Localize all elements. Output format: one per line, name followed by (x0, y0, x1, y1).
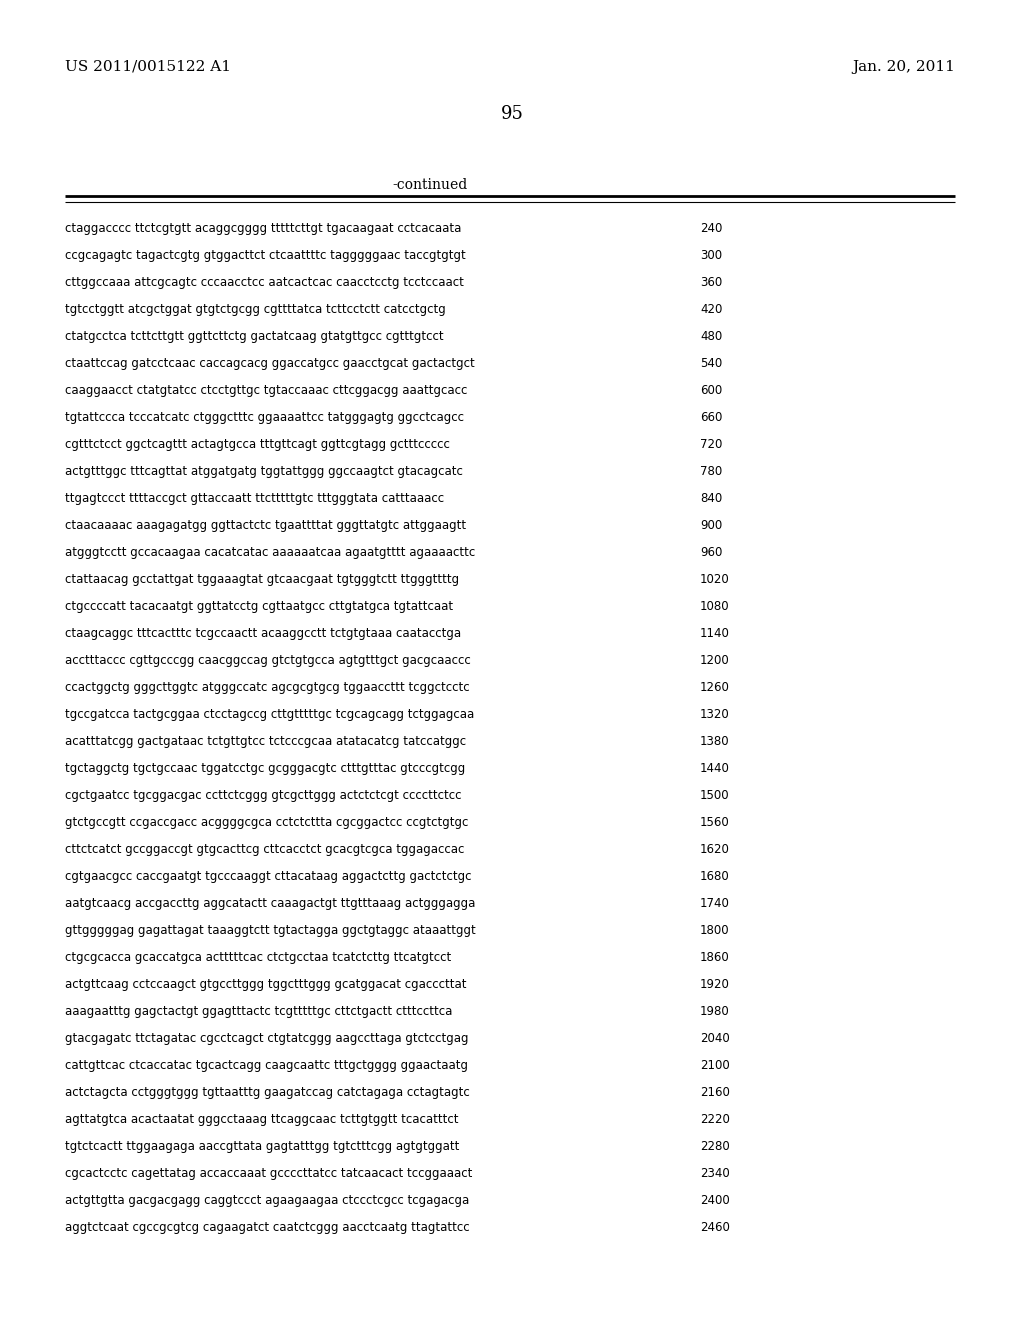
Text: 1920: 1920 (700, 978, 730, 991)
Text: 1680: 1680 (700, 870, 730, 883)
Text: aggtctcaat cgccgcgtcg cagaagatct caatctcggg aacctcaatg ttagtattcc: aggtctcaat cgccgcgtcg cagaagatct caatctc… (65, 1221, 470, 1234)
Text: agttatgtca acactaatat gggcctaaag ttcaggcaac tcttgtggtt tcacatttct: agttatgtca acactaatat gggcctaaag ttcaggc… (65, 1113, 459, 1126)
Text: 1740: 1740 (700, 898, 730, 909)
Text: 1200: 1200 (700, 653, 730, 667)
Text: aaagaatttg gagctactgt ggagtttactc tcgtttttgc cttctgactt ctttccttca: aaagaatttg gagctactgt ggagtttactc tcgttt… (65, 1005, 453, 1018)
Text: actgttcaag cctccaagct gtgccttggg tggctttggg gcatggacat cgacccttat: actgttcaag cctccaagct gtgccttggg tggcttt… (65, 978, 467, 991)
Text: ctaacaaaac aaagagatgg ggttactctc tgaattttat gggttatgtc attggaagtt: ctaacaaaac aaagagatgg ggttactctc tgaattt… (65, 519, 466, 532)
Text: 1380: 1380 (700, 735, 730, 748)
Text: 1020: 1020 (700, 573, 730, 586)
Text: tgtcctggtt atcgctggat gtgtctgcgg cgttttatca tcttcctctt catcctgctg: tgtcctggtt atcgctggat gtgtctgcgg cgtttta… (65, 304, 445, 315)
Text: cgtttctcct ggctcagttt actagtgcca tttgttcagt ggttcgtagg gctttccccc: cgtttctcct ggctcagttt actagtgcca tttgttc… (65, 438, 450, 451)
Text: 1860: 1860 (700, 950, 730, 964)
Text: 720: 720 (700, 438, 722, 451)
Text: US 2011/0015122 A1: US 2011/0015122 A1 (65, 59, 231, 74)
Text: cgcactcctc cagettatag accaccaaat gccccttatcc tatcaacact tccggaaact: cgcactcctc cagettatag accaccaaat gcccctt… (65, 1167, 472, 1180)
Text: ctaggacccc ttctcgtgtt acaggcgggg tttttcttgt tgacaagaat cctcacaata: ctaggacccc ttctcgtgtt acaggcgggg tttttct… (65, 222, 462, 235)
Text: 2040: 2040 (700, 1032, 730, 1045)
Text: ccgcagagtc tagactcgtg gtggacttct ctcaattttc tagggggaac taccgtgtgt: ccgcagagtc tagactcgtg gtggacttct ctcaatt… (65, 249, 466, 261)
Text: acatttatcgg gactgataac tctgttgtcc tctcccgcaa atatacatcg tatccatggc: acatttatcgg gactgataac tctgttgtcc tctccc… (65, 735, 466, 748)
Text: 1500: 1500 (700, 789, 730, 803)
Text: 95: 95 (501, 106, 523, 123)
Text: ctattaacag gcctattgat tggaaagtat gtcaacgaat tgtgggtctt ttgggttttg: ctattaacag gcctattgat tggaaagtat gtcaacg… (65, 573, 459, 586)
Text: ctgccccatt tacacaatgt ggttatcctg cgttaatgcc cttgtatgca tgtattcaat: ctgccccatt tacacaatgt ggttatcctg cgttaat… (65, 601, 454, 612)
Text: -continued: -continued (392, 178, 468, 191)
Text: 2460: 2460 (700, 1221, 730, 1234)
Text: 2400: 2400 (700, 1195, 730, 1206)
Text: 960: 960 (700, 546, 722, 558)
Text: 2100: 2100 (700, 1059, 730, 1072)
Text: 840: 840 (700, 492, 722, 506)
Text: cattgttcac ctcaccatac tgcactcagg caagcaattc tttgctgggg ggaactaatg: cattgttcac ctcaccatac tgcactcagg caagcaa… (65, 1059, 468, 1072)
Text: ccactggctg gggcttggtc atgggccatc agcgcgtgcg tggaaccttt tcggctcctc: ccactggctg gggcttggtc atgggccatc agcgcgt… (65, 681, 470, 694)
Text: ctaattccag gatcctcaac caccagcacg ggaccatgcc gaacctgcat gactactgct: ctaattccag gatcctcaac caccagcacg ggaccat… (65, 356, 475, 370)
Text: 480: 480 (700, 330, 722, 343)
Text: tgccgatcca tactgcggaa ctcctagccg cttgtttttgc tcgcagcagg tctggagcaa: tgccgatcca tactgcggaa ctcctagccg cttgttt… (65, 708, 474, 721)
Text: 1140: 1140 (700, 627, 730, 640)
Text: 360: 360 (700, 276, 722, 289)
Text: gtctgccgtt ccgaccgacc acggggcgca cctctcttta cgcggactcc ccgtctgtgc: gtctgccgtt ccgaccgacc acggggcgca cctctct… (65, 816, 468, 829)
Text: cttctcatct gccggaccgt gtgcacttcg cttcacctct gcacgtcgca tggagaccac: cttctcatct gccggaccgt gtgcacttcg cttcacc… (65, 843, 464, 855)
Text: 2340: 2340 (700, 1167, 730, 1180)
Text: acctttaccc cgttgcccgg caacggccag gtctgtgcca agtgtttgct gacgcaaccc: acctttaccc cgttgcccgg caacggccag gtctgtg… (65, 653, 471, 667)
Text: cttggccaaa attcgcagtc cccaacctcc aatcactcac caacctcctg tcctccaact: cttggccaaa attcgcagtc cccaacctcc aatcact… (65, 276, 464, 289)
Text: actctagcta cctgggtggg tgttaatttg gaagatccag catctagaga cctagtagtc: actctagcta cctgggtggg tgttaatttg gaagatc… (65, 1086, 470, 1100)
Text: 1980: 1980 (700, 1005, 730, 1018)
Text: 1440: 1440 (700, 762, 730, 775)
Text: cgtgaacgcc caccgaatgt tgcccaaggt cttacataag aggactcttg gactctctgc: cgtgaacgcc caccgaatgt tgcccaaggt cttacat… (65, 870, 471, 883)
Text: ctatgcctca tcttcttgtt ggttcttctg gactatcaag gtatgttgcc cgtttgtcct: ctatgcctca tcttcttgtt ggttcttctg gactatc… (65, 330, 443, 343)
Text: 240: 240 (700, 222, 722, 235)
Text: atgggtcctt gccacaagaa cacatcatac aaaaaatcaa agaatgtttt agaaaacttc: atgggtcctt gccacaagaa cacatcatac aaaaaat… (65, 546, 475, 558)
Text: 2160: 2160 (700, 1086, 730, 1100)
Text: ctgcgcacca gcaccatgca actttttcac ctctgcctaa tcatctcttg ttcatgtcct: ctgcgcacca gcaccatgca actttttcac ctctgcc… (65, 950, 452, 964)
Text: 1260: 1260 (700, 681, 730, 694)
Text: ctaagcaggc tttcactttc tcgccaactt acaaggcctt tctgtgtaaa caatacctga: ctaagcaggc tttcactttc tcgccaactt acaaggc… (65, 627, 461, 640)
Text: aatgtcaacg accgaccttg aggcatactt caaagactgt ttgtttaaag actgggagga: aatgtcaacg accgaccttg aggcatactt caaagac… (65, 898, 475, 909)
Text: 2280: 2280 (700, 1140, 730, 1152)
Text: actgttgtta gacgacgagg caggtccct agaagaagaa ctccctcgcc tcgagacga: actgttgtta gacgacgagg caggtccct agaagaag… (65, 1195, 469, 1206)
Text: Jan. 20, 2011: Jan. 20, 2011 (852, 59, 955, 74)
Text: tgctaggctg tgctgccaac tggatcctgc gcgggacgtc ctttgtttac gtcccgtcgg: tgctaggctg tgctgccaac tggatcctgc gcgggac… (65, 762, 465, 775)
Text: 660: 660 (700, 411, 722, 424)
Text: actgtttggc tttcagttat atggatgatg tggtattggg ggccaagtct gtacagcatc: actgtttggc tttcagttat atggatgatg tggtatt… (65, 465, 463, 478)
Text: 1320: 1320 (700, 708, 730, 721)
Text: 900: 900 (700, 519, 722, 532)
Text: tgtattccca tcccatcatc ctgggctttc ggaaaattcc tatgggagtg ggcctcagcc: tgtattccca tcccatcatc ctgggctttc ggaaaat… (65, 411, 464, 424)
Text: gtacgagatc ttctagatac cgcctcagct ctgtatcggg aagccttaga gtctcctgag: gtacgagatc ttctagatac cgcctcagct ctgtatc… (65, 1032, 469, 1045)
Text: 1620: 1620 (700, 843, 730, 855)
Text: 1080: 1080 (700, 601, 730, 612)
Text: 420: 420 (700, 304, 722, 315)
Text: gttgggggag gagattagat taaaggtctt tgtactagga ggctgtaggc ataaattggt: gttgggggag gagattagat taaaggtctt tgtacta… (65, 924, 476, 937)
Text: cgctgaatcc tgcggacgac ccttctcggg gtcgcttggg actctctcgt ccccttctcc: cgctgaatcc tgcggacgac ccttctcggg gtcgctt… (65, 789, 462, 803)
Text: 2220: 2220 (700, 1113, 730, 1126)
Text: 600: 600 (700, 384, 722, 397)
Text: 1800: 1800 (700, 924, 730, 937)
Text: ttgagtccct ttttaccgct gttaccaatt ttctttttgtc tttgggtata catttaaacc: ttgagtccct ttttaccgct gttaccaatt ttctttt… (65, 492, 444, 506)
Text: 300: 300 (700, 249, 722, 261)
Text: 1560: 1560 (700, 816, 730, 829)
Text: 540: 540 (700, 356, 722, 370)
Text: tgtctcactt ttggaagaga aaccgttata gagtatttgg tgtctttcgg agtgtggatt: tgtctcactt ttggaagaga aaccgttata gagtatt… (65, 1140, 460, 1152)
Text: caaggaacct ctatgtatcc ctcctgttgc tgtaccaaac cttcggacgg aaattgcacc: caaggaacct ctatgtatcc ctcctgttgc tgtacca… (65, 384, 467, 397)
Text: 780: 780 (700, 465, 722, 478)
